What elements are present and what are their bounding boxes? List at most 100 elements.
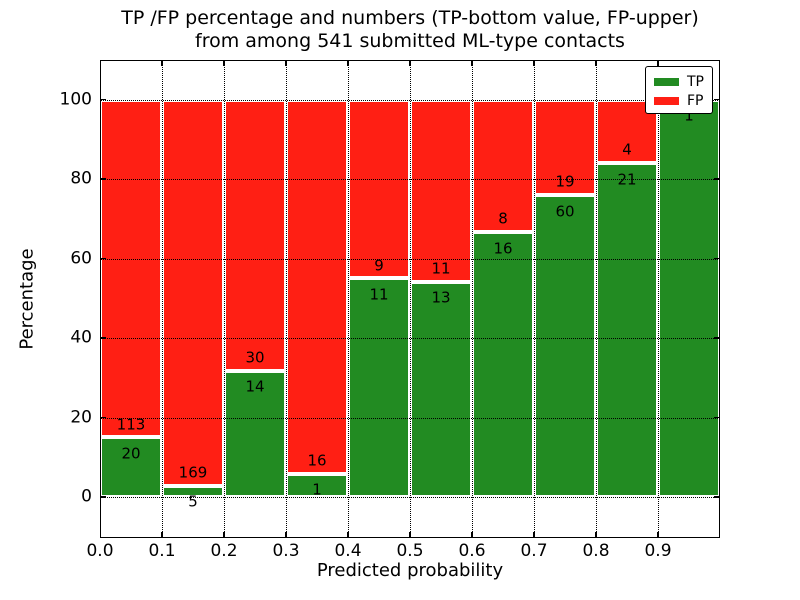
- legend: TP FP: [645, 66, 713, 114]
- x-tick-mark: [657, 532, 659, 538]
- tp-count-label: 1: [312, 480, 322, 499]
- x-tick-mark: [285, 60, 287, 66]
- fp-count-label: 169: [178, 463, 208, 482]
- fp-bar-segment: [224, 99, 286, 371]
- y-tick-mark: [714, 496, 720, 498]
- x-gridline: [224, 60, 225, 538]
- fp-count-label: 113: [116, 415, 146, 433]
- fp-bar-segment: [472, 99, 534, 232]
- y-tick-mark: [714, 257, 720, 260]
- fp-bar-segment: [162, 99, 224, 486]
- x-gridline: [410, 60, 411, 538]
- y-tick-mark: [100, 98, 106, 101]
- x-tick-label: 0.8: [582, 541, 610, 561]
- x-tick-mark: [161, 532, 163, 538]
- x-gridline: [534, 60, 535, 538]
- tp-count-label: 5: [188, 492, 198, 511]
- tp-legend-swatch: [654, 77, 679, 86]
- x-tick-mark: [533, 60, 535, 66]
- x-tick-label: 0.2: [210, 541, 238, 561]
- x-tick-mark: [223, 532, 225, 538]
- x-tick-mark: [285, 532, 287, 538]
- tp-bar-segment: [286, 473, 348, 497]
- x-tick-mark: [409, 60, 411, 66]
- tp-bar-segment: [410, 281, 472, 497]
- chart-title: TP /FP percentage and numbers (TP-bottom…: [100, 7, 720, 53]
- fp-legend-label: FP: [687, 92, 704, 109]
- y-tick-mark: [100, 257, 106, 260]
- chart-title-line2: from among 541 submitted ML-type contact…: [195, 30, 625, 52]
- tp-bar-segment: [224, 370, 286, 497]
- y-tick-mark: [100, 496, 106, 498]
- plot-area: 11320169530141619111113816196042101: [100, 60, 720, 538]
- fp-count-label: 16: [307, 451, 327, 470]
- tp-bar-segment: [100, 437, 162, 497]
- x-tick-mark: [223, 60, 225, 66]
- x-gridline: [658, 60, 659, 538]
- x-tick-mark: [595, 60, 597, 66]
- y-tick-mark: [714, 98, 720, 101]
- x-tick-mark: [347, 60, 349, 66]
- x-tick-label: 0.9: [644, 541, 672, 561]
- tp-bar-segment: [348, 278, 410, 497]
- y-tick-label: 80: [70, 168, 92, 189]
- y-tick-mark: [714, 416, 720, 419]
- y-tick-label: 60: [70, 248, 92, 268]
- tp-bar-segment: [658, 99, 720, 497]
- chart-title-line1: TP /FP percentage and numbers (TP-bottom…: [121, 7, 699, 29]
- x-tick-label: 0.6: [458, 541, 486, 561]
- tp-legend-label: TP: [687, 73, 704, 90]
- fp-count-label: 8: [498, 209, 508, 228]
- x-tick-label: 0.0: [86, 541, 114, 561]
- x-tick-mark: [533, 532, 535, 538]
- tp-bar-segment: [596, 163, 658, 497]
- fp-count-label: 9: [374, 256, 384, 275]
- x-tick-label: 0.4: [334, 541, 362, 561]
- legend-row-tp: TP: [654, 72, 712, 91]
- x-gridline: [472, 60, 473, 538]
- tp-count-label: 21: [617, 170, 637, 189]
- x-tick-label: 0.3: [272, 541, 300, 561]
- y-tick-label: 0: [81, 486, 92, 507]
- x-tick-mark: [347, 532, 349, 538]
- x-tick-mark: [595, 532, 597, 538]
- tp-count-label: 16: [493, 239, 513, 258]
- fp-count-label: 30: [245, 348, 265, 367]
- x-tick-label: 0.1: [148, 541, 176, 561]
- y-tick-mark: [100, 178, 106, 180]
- y-tick-mark: [100, 337, 106, 339]
- x-gridline: [162, 60, 163, 538]
- tp-count-label: 11: [369, 285, 389, 304]
- fp-count-label: 4: [622, 140, 632, 159]
- fp-bar-segment: [286, 99, 348, 474]
- tp-count-label: 13: [431, 288, 451, 307]
- tp-count-label: 14: [245, 377, 265, 396]
- fp-bar-segment: [348, 99, 410, 279]
- x-tick-mark: [161, 60, 163, 66]
- x-gridline: [286, 60, 287, 538]
- tp-count-label: 20: [121, 444, 141, 463]
- tp-bar-segment: [472, 232, 534, 497]
- y-tick-label: 100: [59, 89, 92, 109]
- x-tick-mark: [657, 60, 659, 66]
- y-tick-mark: [100, 416, 106, 419]
- tp-bar-segment: [534, 195, 596, 497]
- x-tick-mark: [471, 60, 473, 66]
- x-tick-mark: [409, 532, 411, 538]
- x-tick-label: 0.7: [520, 541, 548, 561]
- x-tick-label: 0.5: [396, 541, 424, 561]
- x-tick-mark: [471, 532, 473, 538]
- tp-bar-segment: [162, 485, 224, 497]
- y-tick-mark: [714, 178, 720, 180]
- fp-legend-swatch: [654, 96, 679, 105]
- fp-count-label: 19: [555, 172, 575, 191]
- y-tick-mark: [714, 337, 720, 339]
- x-gridline: [348, 60, 349, 538]
- y-tick-label: 20: [70, 407, 92, 427]
- x-gridline: [596, 60, 597, 538]
- tp-count-label: 60: [555, 202, 575, 221]
- x-axis-label: Predicted probability: [316, 560, 504, 581]
- fp-bar-segment: [410, 99, 472, 282]
- fp-count-label: 11: [431, 259, 451, 278]
